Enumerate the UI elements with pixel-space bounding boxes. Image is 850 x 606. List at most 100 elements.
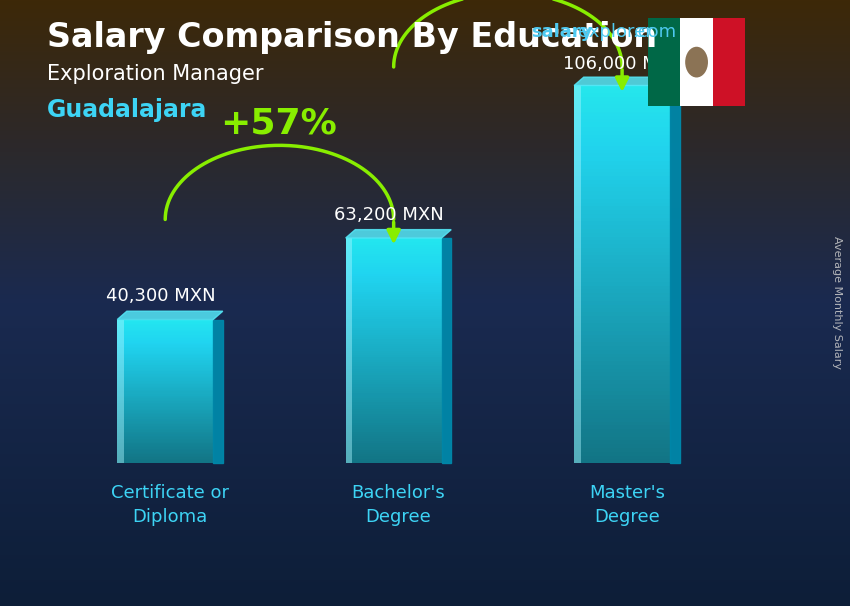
Bar [117,338,213,339]
Bar [117,419,213,420]
Bar [574,308,670,312]
Bar [574,248,670,251]
Bar [346,346,442,348]
Bar [574,327,670,331]
Bar [117,415,213,416]
Bar [117,330,213,331]
Bar [117,405,213,407]
Bar [346,456,442,459]
Bar [117,353,213,354]
Bar [574,218,670,221]
Bar [346,384,442,387]
Bar [117,397,213,399]
Bar [574,373,670,376]
Text: Exploration Manager: Exploration Manager [47,64,264,84]
Bar [117,325,213,327]
Bar [346,348,442,350]
Bar [117,335,213,337]
Bar [117,439,213,440]
Bar [117,322,213,324]
Bar [346,326,442,328]
Bar [346,281,442,283]
Bar [574,176,670,180]
Bar [346,358,442,359]
Bar [117,331,213,333]
Bar [117,447,213,448]
Bar [346,333,442,335]
Bar [574,138,670,142]
Bar [346,254,442,256]
Bar [346,445,442,447]
Bar [574,270,670,275]
Bar [346,339,442,342]
Bar [117,399,213,400]
Bar [117,420,213,421]
Bar [117,411,213,413]
Bar [574,104,670,108]
Bar [574,451,670,456]
Bar [574,425,670,429]
Bar [574,388,670,391]
Bar [117,408,213,410]
Bar [574,407,670,410]
Bar [574,422,670,425]
Bar [117,337,213,338]
Bar [574,263,670,267]
Bar [574,241,670,244]
Bar [117,462,213,463]
Bar [346,359,442,362]
Bar [346,344,442,346]
Bar [346,305,442,308]
Bar [346,366,442,368]
Bar [346,337,442,339]
Bar [346,378,442,380]
Bar [346,342,442,344]
Polygon shape [670,85,680,463]
Bar [574,331,670,335]
Text: Salary Comparison By Education: Salary Comparison By Education [47,21,657,54]
Bar [117,368,213,370]
Bar [574,402,670,407]
Polygon shape [117,311,223,319]
Bar [574,297,670,301]
Bar [346,240,442,242]
Bar [574,376,670,380]
Bar [117,413,213,415]
Bar [117,426,213,427]
Bar [117,345,213,347]
Bar [574,225,670,229]
Bar [346,267,442,270]
Bar [117,380,213,381]
Bar [117,394,213,396]
Bar [117,342,213,344]
Bar [117,448,213,450]
Bar [574,304,670,308]
Bar [346,265,442,267]
Bar [117,404,213,405]
Bar [574,206,670,210]
Text: 106,000 MXN: 106,000 MXN [563,55,683,73]
Bar [574,85,670,89]
Bar [574,399,670,402]
Bar [346,373,442,375]
Bar [574,184,670,187]
Bar [346,443,442,445]
Bar [346,247,442,249]
Bar [346,452,442,454]
Bar [574,168,670,172]
Bar [346,355,442,358]
Text: Average Monthly Salary: Average Monthly Salary [832,236,842,370]
Bar [117,339,213,341]
Bar [117,450,213,451]
Bar [346,258,442,261]
Bar [117,438,213,439]
Bar [117,319,124,463]
Bar [346,450,442,452]
Text: salary: salary [531,23,592,41]
Bar [117,347,213,348]
Bar [574,319,670,324]
Bar [574,187,670,191]
Bar [574,93,670,97]
Bar [574,85,581,463]
Bar [346,350,442,353]
